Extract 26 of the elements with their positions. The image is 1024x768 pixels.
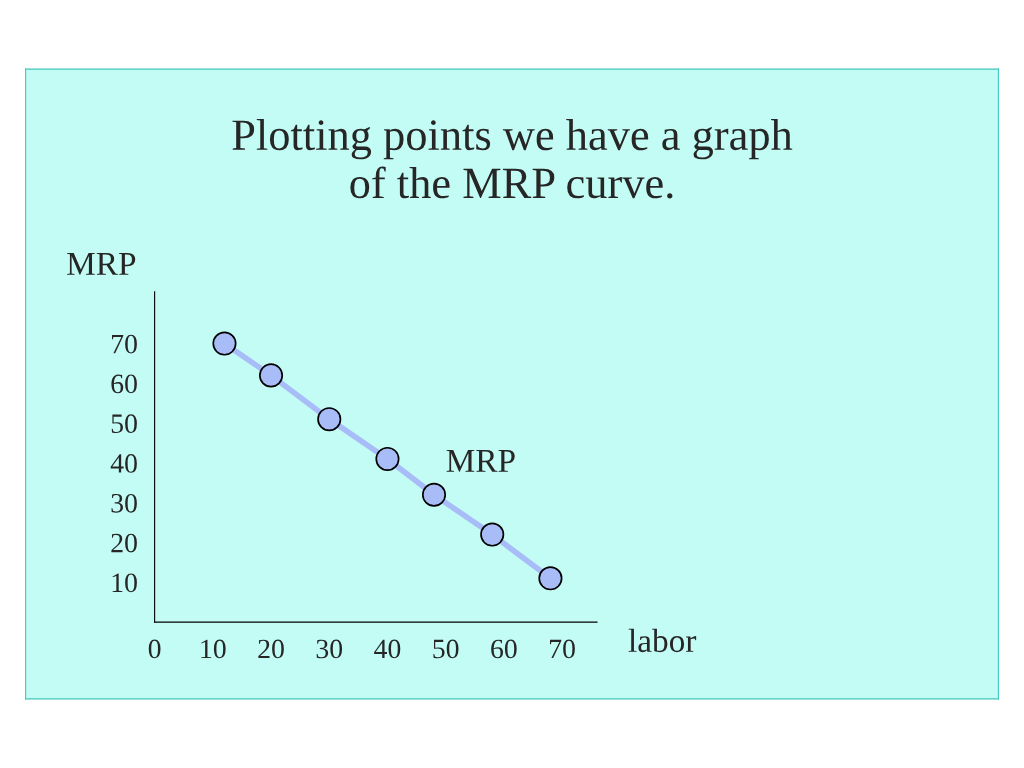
point bbox=[317, 407, 342, 432]
point bbox=[421, 482, 447, 507]
series-label: MRP bbox=[446, 449, 515, 472]
y-tick-label: 30 bbox=[111, 493, 137, 513]
x-tick-label: 70 bbox=[550, 639, 575, 659]
y-tick-label: 40 bbox=[110, 454, 137, 473]
y-tick-label: 20 bbox=[111, 533, 137, 553]
point bbox=[259, 363, 284, 388]
x-tick-label: 40 bbox=[374, 639, 401, 659]
y-tick-label: 10 bbox=[112, 573, 137, 593]
x-tick-label: 60 bbox=[491, 639, 517, 659]
x-tick-label: 30 bbox=[316, 639, 343, 659]
x-tick-label: 0 bbox=[148, 639, 161, 659]
y-axis-title: MRP bbox=[67, 253, 136, 275]
x-tick-label: 20 bbox=[258, 639, 284, 659]
point bbox=[212, 331, 237, 356]
x-tick-label: 50 bbox=[433, 639, 459, 659]
y-tick-label: 70 bbox=[112, 334, 137, 354]
x-tick-label: 10 bbox=[201, 639, 226, 659]
y-tick-label: 60 bbox=[111, 374, 137, 394]
point bbox=[375, 446, 400, 471]
chart-title: Plotting points we have a graph of the MRP curve. bbox=[232, 118, 793, 199]
point bbox=[480, 522, 505, 547]
y-tick-label: 50 bbox=[111, 414, 137, 434]
x-axis-title: labor bbox=[628, 628, 697, 653]
point bbox=[538, 566, 563, 591]
